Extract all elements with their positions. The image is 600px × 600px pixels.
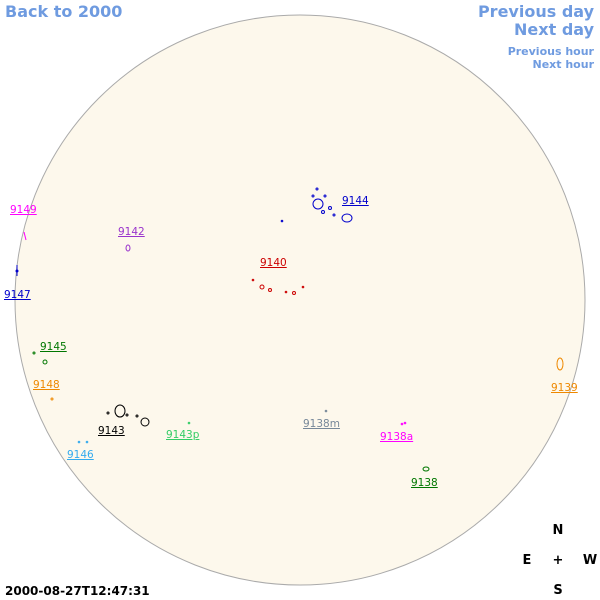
previous-day-link[interactable]: Previous day <box>477 2 594 21</box>
region-label[interactable]: 9142 <box>118 226 145 238</box>
region-label[interactable]: 9147 <box>4 289 31 301</box>
spot-group <box>106 404 150 427</box>
previous-hour-link[interactable]: Previous hour <box>507 45 594 58</box>
spot-group <box>251 278 305 295</box>
solar-disk <box>14 14 586 586</box>
region-label[interactable]: 9145 <box>40 341 67 353</box>
region-label[interactable]: 9149 <box>10 204 37 216</box>
region-label[interactable]: 9139 <box>551 382 578 394</box>
timestamp: 2000-08-27T12:47:31 <box>5 584 150 598</box>
region-label[interactable]: 9138 <box>411 477 438 489</box>
spot-group <box>32 351 430 472</box>
spot-group <box>187 421 191 425</box>
spots <box>15 187 564 472</box>
spot-group <box>15 187 353 276</box>
compass-s: S <box>553 583 562 598</box>
spot-group <box>125 244 131 252</box>
compass-center: + <box>553 553 564 568</box>
next-hour-link[interactable]: Next hour <box>532 58 595 71</box>
region-label[interactable]: 9146 <box>67 449 94 461</box>
region-label[interactable]: 9148 <box>33 379 60 391</box>
region-label[interactable]: 9144 <box>342 195 369 207</box>
spot-group <box>324 409 328 413</box>
region-label[interactable]: 9143 <box>98 425 125 437</box>
region-label[interactable]: 9138m <box>303 418 340 430</box>
region-label[interactable]: 9143p <box>166 429 200 441</box>
compass-w: W <box>583 553 597 568</box>
region-label[interactable]: 9140 <box>260 257 287 269</box>
compass-e: E <box>523 553 532 568</box>
region-label[interactable]: 9138a <box>380 431 414 443</box>
spot-group <box>77 440 89 444</box>
compass-n: N <box>553 523 564 538</box>
spot-group <box>50 357 564 401</box>
back-link[interactable]: Back to 2000 <box>5 2 123 21</box>
next-day-link[interactable]: Next day <box>514 20 594 39</box>
spot-group <box>23 231 407 426</box>
